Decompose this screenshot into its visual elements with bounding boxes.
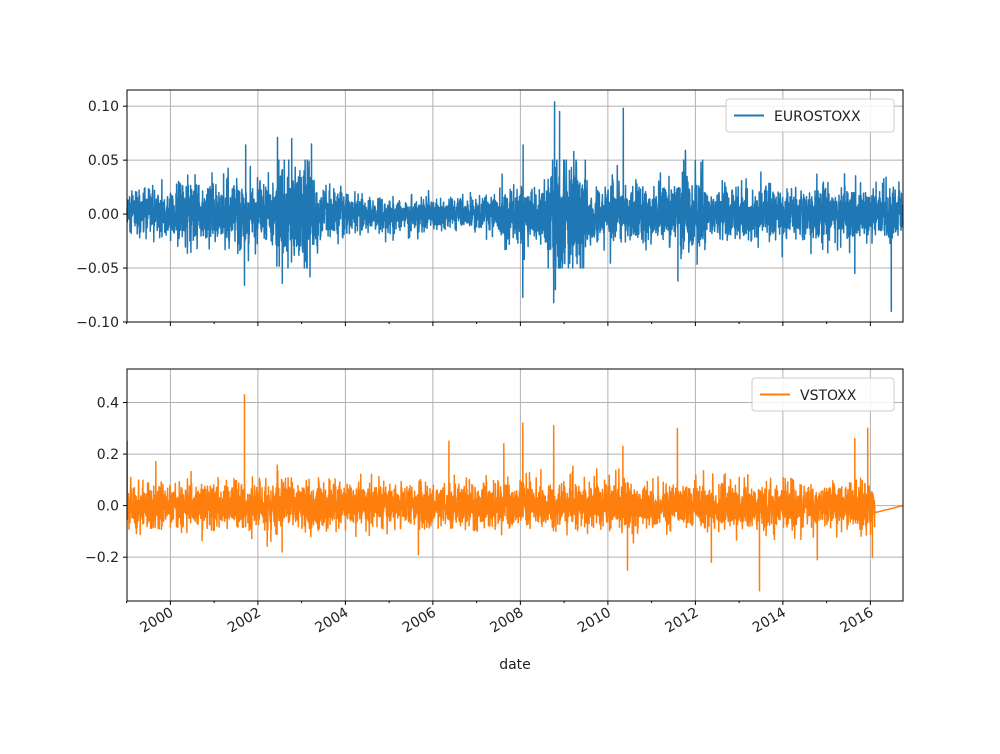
legend: EUROSTOXX [725, 98, 895, 133]
y-tick-label: 0.0 [97, 499, 119, 515]
y-tick-label: −0.05 [76, 261, 119, 277]
series-line-eurostoxx [126, 101, 904, 312]
panels: 0.10 0.05 0.00 −0.05 −0.10 EUROSTOXX 0.4 0.2 0.0… [76, 89, 904, 673]
y-tick-label: 0.00 [88, 207, 119, 223]
series-line-vstoxx [126, 394, 904, 592]
legend-box [751, 377, 895, 412]
y-tick-label: 0.4 [97, 396, 119, 412]
y-tick-label: 0.10 [88, 99, 119, 115]
y-tick-label: 0.2 [97, 447, 119, 463]
legend-label: EUROSTOXX [774, 109, 861, 125]
y-tick-label: 0.05 [88, 153, 119, 169]
axes-frame [126, 368, 904, 602]
panel-eurostoxx: 0.10 0.05 0.00 −0.05 −0.10 EUROSTOXX [76, 89, 904, 331]
axes-frame [126, 89, 904, 323]
x-axis-label: date [499, 657, 531, 673]
legend-box [725, 98, 895, 133]
legend: VSTOXX [751, 377, 895, 412]
y-tick-label: −0.10 [76, 315, 119, 331]
y-tick-label: −0.2 [85, 550, 119, 566]
legend-label: VSTOXX [800, 388, 857, 404]
